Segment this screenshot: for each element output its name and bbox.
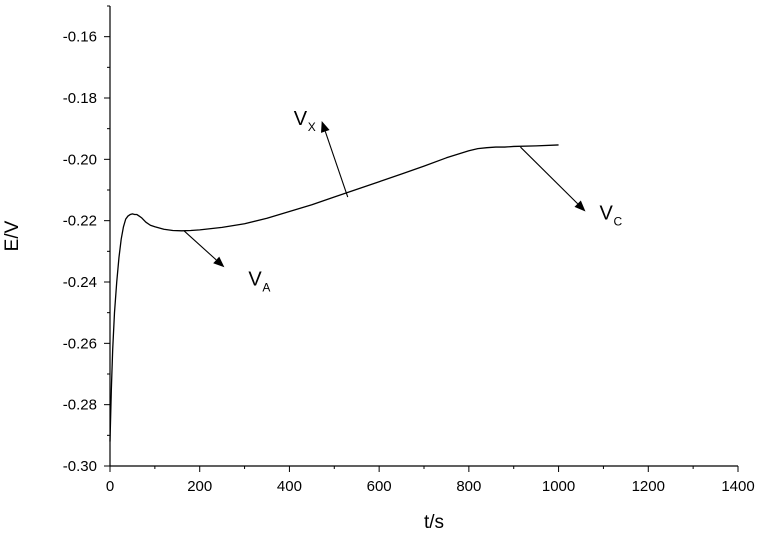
annotations: V AV XV C xyxy=(183,108,622,294)
x-tick-label: 1400 xyxy=(721,478,754,495)
y-tick-label: -0.22 xyxy=(63,213,97,230)
annotation-label: V xyxy=(248,268,262,290)
x-axis-title: t/s xyxy=(424,512,444,533)
x-tick-label: 200 xyxy=(187,478,212,495)
annotation-arrowhead xyxy=(321,121,330,133)
y-tick-label: -0.30 xyxy=(63,458,97,475)
annotation-arrow xyxy=(520,146,579,205)
y-tick-label: -0.20 xyxy=(63,151,97,168)
series-line xyxy=(109,144,559,442)
y-tick-label: -0.24 xyxy=(63,274,97,291)
y-axis-title: E/V xyxy=(2,220,23,251)
x-tick-label: 600 xyxy=(367,478,392,495)
x-tick-label: 400 xyxy=(277,478,302,495)
plot-area xyxy=(109,144,559,442)
annotation-arrowhead xyxy=(574,200,586,212)
axes xyxy=(109,6,738,467)
annotation-label: V xyxy=(599,202,613,224)
y-tick-label: -0.26 xyxy=(63,335,97,352)
x-tick-label: 0 xyxy=(106,478,114,495)
annotation-subscript: A xyxy=(262,280,270,294)
annotation-arrowhead xyxy=(213,256,225,268)
y-tick-label: -0.18 xyxy=(63,90,97,107)
annotation-subscript: C xyxy=(613,214,622,228)
annotation-arrow xyxy=(324,131,349,198)
y-tick-label: -0.28 xyxy=(63,397,97,414)
annotation-subscript: X xyxy=(308,120,316,134)
ticks: 0 200 400 600 800 1000 1200 1400 -0.30 -0.28 -0.26… xyxy=(63,5,755,495)
x-tick-label: 800 xyxy=(456,478,481,495)
x-tick-label: 1200 xyxy=(632,478,665,495)
x-tick-label: 1000 xyxy=(542,478,575,495)
y-tick-label: -0.16 xyxy=(63,29,97,46)
annotation-label: V xyxy=(294,108,308,130)
annotation-arrow xyxy=(183,230,217,261)
